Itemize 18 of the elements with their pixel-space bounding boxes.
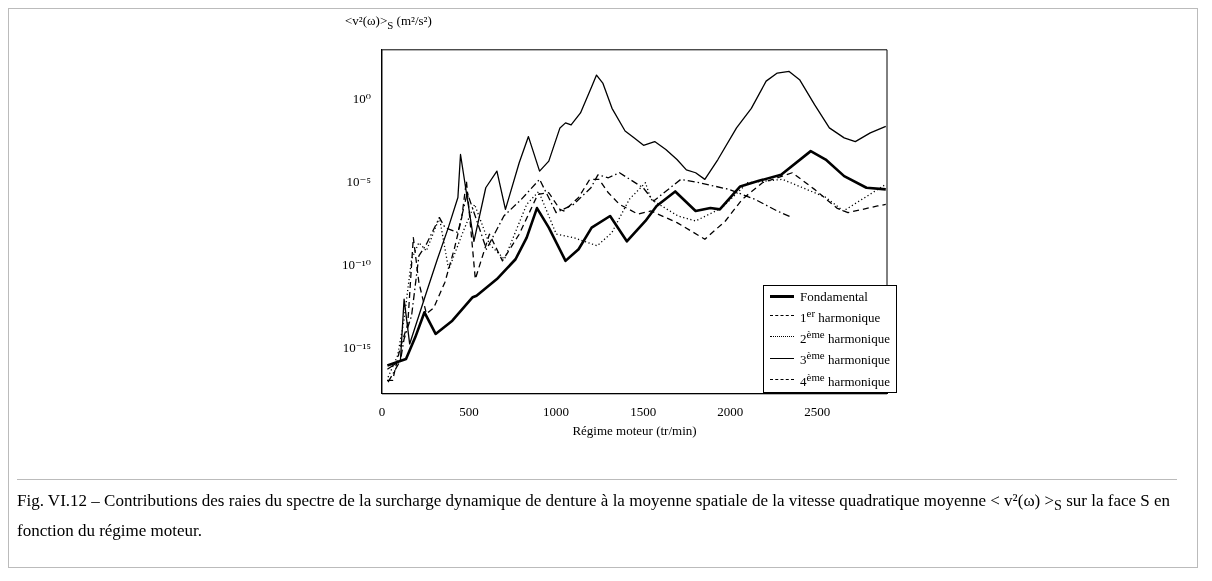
legend-label: 3$^{ème}$ harmonique (800, 348, 890, 369)
legend-label: 1$^{er}$ harmonique (800, 305, 881, 327)
x-tick-label: 500 (459, 404, 479, 420)
x-tick-label: 1000 (543, 404, 570, 420)
x-tick-label: 2500 (804, 404, 831, 420)
legend-label: Fondamental (800, 287, 868, 305)
x-axis-title: Régime moteur (tr/min) (572, 422, 697, 438)
y-tick-label: 10⁰ (352, 91, 371, 107)
legend-label: 2$^{ème}$ harmonique (800, 327, 890, 348)
y-tick-label: 10⁻¹⁵ (342, 340, 371, 356)
y-tick-label: 10⁻⁵ (346, 174, 371, 190)
legend-label: 4$^{ème}$ harmonique (800, 369, 890, 390)
y-axis-title: <v²(ω)>$_{S}$ (m²/s²) (345, 13, 432, 31)
y-tick-label: 10⁻¹⁰ (341, 257, 371, 273)
x-tick-label: 2000 (717, 404, 744, 420)
text: Fig. VI.12 – Contributions des raies du spectre de la surcharge dynamique de denture à la moyenne spatiale de la vitesse quadratique moyenne < v²(ω) >$_{S}$ sur la face S en fonction du régime moteur. (17, 491, 1171, 541)
x-tick-label: 0 (378, 404, 386, 420)
x-tick-label: 1500 (630, 404, 657, 420)
